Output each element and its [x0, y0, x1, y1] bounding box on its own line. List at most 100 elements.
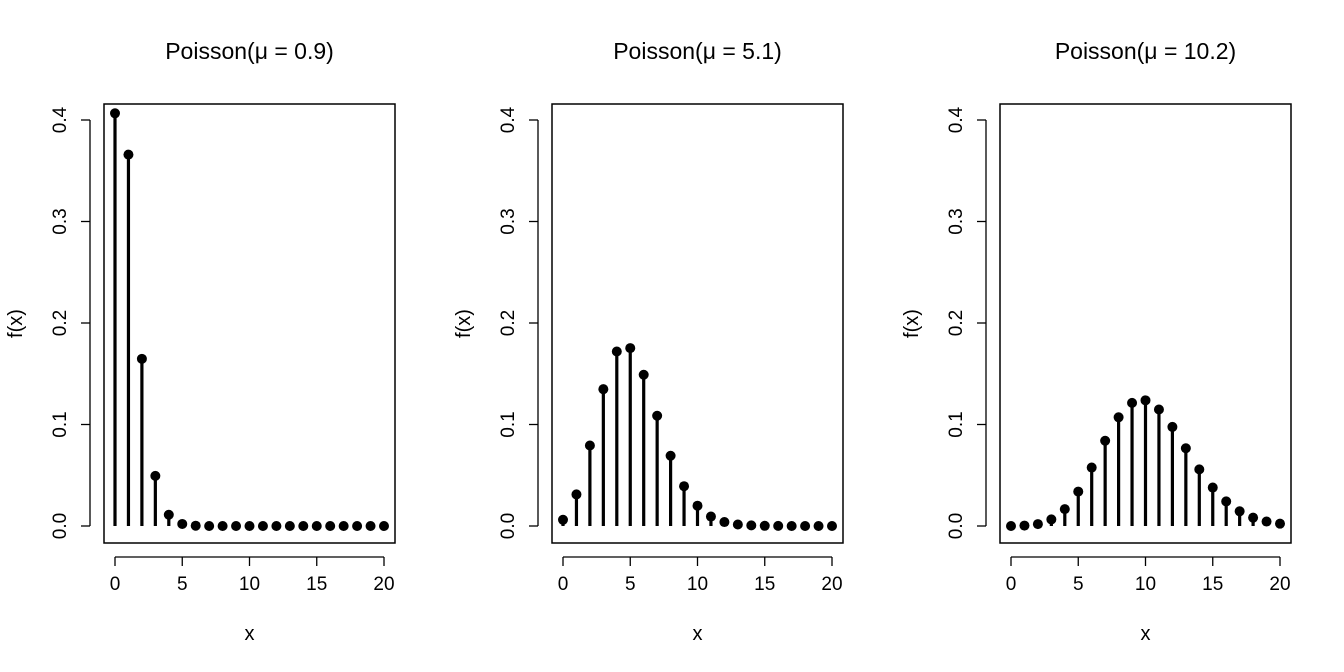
- data-point: [1019, 520, 1030, 531]
- data-point: [692, 500, 703, 511]
- data-point: [705, 511, 716, 522]
- y-axis-label: f(x): [901, 309, 923, 338]
- data-point: [638, 369, 649, 380]
- plot-frame: [551, 103, 844, 544]
- y-tick-label: 0.0: [946, 513, 967, 539]
- data-point: [379, 521, 389, 531]
- data-point: [338, 521, 349, 531]
- data-point: [190, 520, 201, 531]
- data-point: [1153, 404, 1164, 415]
- data-point: [732, 519, 743, 530]
- data-point: [813, 521, 824, 531]
- data-point: [1180, 443, 1191, 454]
- data-point: [652, 410, 663, 421]
- x-tick-label: 5: [1073, 574, 1084, 595]
- plot-frame: [999, 103, 1292, 544]
- x-tick-label: 0: [110, 574, 121, 595]
- x-tick-label: 20: [821, 574, 842, 595]
- x-tick-label: 0: [1006, 574, 1017, 595]
- y-tick-label: 0.0: [50, 513, 71, 539]
- y-tick-label: 0.4: [498, 106, 519, 133]
- chart-title: Poisson(μ = 5.1): [613, 38, 782, 64]
- x-tick-label: 10: [239, 574, 260, 595]
- y-axis-label: f(x): [453, 309, 475, 338]
- y-tick-label: 0.2: [498, 310, 519, 336]
- y-tick-label: 0.2: [50, 310, 71, 336]
- plot-frame: [103, 103, 396, 544]
- chart-panel-1: Poisson(μ = 0.9) x f(x) 0 5 10 15 20 0.0 0.1 0.2 0.…: [5, 38, 396, 645]
- x-tick-label: 10: [687, 574, 708, 595]
- y-tick-label: 0.1: [946, 411, 967, 437]
- data-point: [365, 521, 376, 531]
- data-point: [352, 521, 363, 531]
- data-point: [1261, 516, 1272, 527]
- data-point: [1006, 521, 1016, 531]
- x-axis-label: x: [693, 623, 703, 645]
- data-point: [1086, 462, 1097, 473]
- data-point: [325, 521, 336, 531]
- x-tick-label: 15: [754, 574, 775, 595]
- x-tick-label: 5: [625, 574, 636, 595]
- data-point: [1194, 464, 1205, 475]
- data-point: [123, 149, 134, 160]
- chart-panel-2: Poisson(μ = 5.1) x f(x) 0 5 10 15 20 0.0 0.1 0.2 0.…: [453, 38, 844, 645]
- y-tick-label: 0.3: [498, 208, 519, 234]
- data-point: [311, 521, 322, 531]
- x-tick-label: 15: [1202, 574, 1223, 595]
- data-point: [625, 343, 636, 354]
- y-tick-label: 0.2: [946, 310, 967, 336]
- x-tick-label: 0: [558, 574, 569, 595]
- data-point: [110, 108, 120, 119]
- data-point: [1248, 512, 1259, 523]
- data-point: [1207, 482, 1218, 493]
- data-point: [571, 489, 582, 500]
- data-point: [773, 520, 784, 531]
- y-tick-label: 0.4: [50, 106, 71, 133]
- data-point: [759, 520, 770, 531]
- data-point: [1234, 506, 1245, 517]
- data-point: [257, 521, 268, 531]
- data-point: [665, 450, 676, 461]
- data-point: [1113, 412, 1124, 423]
- data-point: [827, 521, 837, 531]
- y-tick-label: 0.4: [946, 106, 967, 133]
- data-point: [679, 481, 690, 492]
- data-point: [1046, 514, 1057, 525]
- y-tick-label: 0.0: [498, 513, 519, 539]
- data-point: [217, 521, 228, 531]
- chart-panel-3: Poisson(μ = 10.2) x f(x) 0 5 10 15 20 0.0 0.1 0.2 0…: [901, 38, 1292, 645]
- chart-title: Poisson(μ = 10.2): [1055, 38, 1236, 64]
- data-point: [611, 346, 622, 357]
- x-tick-label: 20: [373, 574, 394, 595]
- data-point: [150, 470, 161, 481]
- data-point: [1073, 486, 1084, 497]
- data-point: [204, 521, 215, 531]
- chart-title: Poisson(μ = 0.9): [165, 38, 334, 64]
- y-axis-label: f(x): [5, 309, 27, 338]
- data-point: [1167, 421, 1178, 432]
- data-point: [598, 384, 609, 395]
- y-tick-label: 0.1: [50, 411, 71, 437]
- y-tick-label: 0.3: [50, 208, 71, 234]
- data-point: [1059, 504, 1070, 515]
- x-tick-label: 15: [306, 574, 327, 595]
- data-point: [284, 521, 295, 531]
- y-tick-label: 0.1: [498, 411, 519, 437]
- data-point: [1140, 395, 1151, 406]
- data-point: [244, 521, 255, 531]
- y-tick-label: 0.3: [946, 208, 967, 234]
- data-point: [1032, 519, 1043, 530]
- data-point: [584, 440, 595, 451]
- x-axis-label: x: [1141, 623, 1151, 645]
- data-point: [136, 353, 147, 364]
- x-tick-label: 10: [1135, 574, 1156, 595]
- x-tick-label: 20: [1269, 574, 1290, 595]
- data-point: [558, 514, 568, 525]
- data-point: [1127, 397, 1138, 408]
- data-point: [231, 521, 242, 531]
- data-point: [163, 509, 174, 520]
- x-tick-label: 5: [177, 574, 188, 595]
- data-point: [786, 521, 797, 531]
- data-point: [1275, 518, 1285, 529]
